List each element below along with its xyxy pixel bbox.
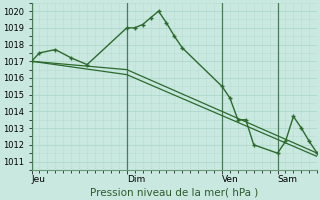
X-axis label: Pression niveau de la mer( hPa ): Pression niveau de la mer( hPa ) [90, 187, 259, 197]
